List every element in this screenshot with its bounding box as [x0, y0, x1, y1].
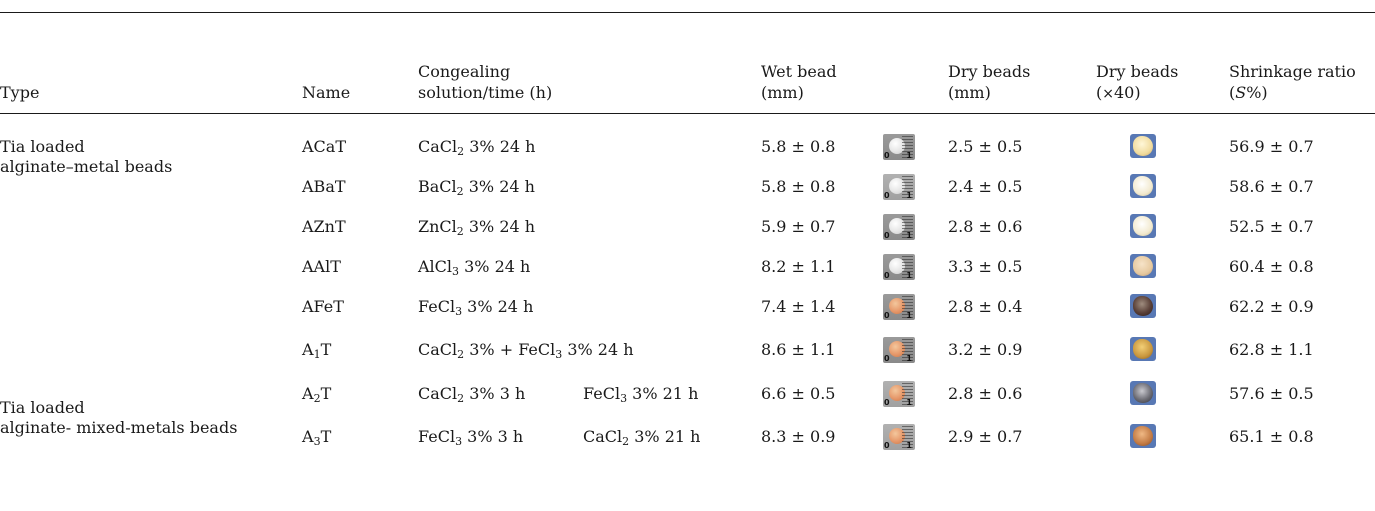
row-wet-bead: 5.8 ± 0.8	[761, 177, 836, 196]
header-dry40-line2: (×40)	[1096, 83, 1141, 102]
row-dry-beads: 2.8 ± 0.4	[948, 297, 1023, 316]
header-name: Name	[302, 83, 351, 102]
row-dry-beads: 3.3 ± 0.5	[948, 257, 1023, 276]
dry-bead-image	[1130, 337, 1156, 361]
row-dry-beads: 2.9 ± 0.7	[948, 427, 1023, 446]
dry-bead-image	[1130, 254, 1156, 278]
row-shrinkage: 52.5 ± 0.7	[1229, 217, 1314, 236]
row-shrinkage: 65.1 ± 0.8	[1229, 427, 1314, 446]
group-1-line2: alginate–metal beads	[0, 157, 173, 176]
dry-bead-image	[1130, 381, 1156, 405]
row-wet-bead: 7.4 ± 1.4	[761, 297, 836, 316]
row-wet-bead: 6.6 ± 0.5	[761, 384, 836, 403]
row-solution-step2: CaCl2 3% 21 h	[583, 427, 701, 448]
group-1-line1: Tia loaded	[0, 137, 85, 156]
row-solution: FeCl3 3% 24 h	[418, 297, 534, 318]
row-dry-beads: 2.5 ± 0.5	[948, 137, 1023, 156]
row-shrinkage: 56.9 ± 0.7	[1229, 137, 1314, 156]
row-wet-bead: 8.2 ± 1.1	[761, 257, 836, 276]
row-solution: AlCl3 3% 24 h	[418, 257, 531, 278]
row-solution: CaCl2 3% + FeCl3 3% 24 h	[418, 340, 634, 361]
row-solution-step2: FeCl3 3% 21 h	[583, 384, 699, 405]
row-dry-beads: 2.8 ± 0.6	[948, 217, 1023, 236]
row-name: AAlT	[302, 257, 341, 276]
row-shrinkage: 58.6 ± 0.7	[1229, 177, 1314, 196]
header-type: Type	[0, 83, 40, 102]
header-dry-line2: (mm)	[948, 83, 991, 102]
dry-bead-image	[1130, 134, 1156, 158]
dry-bead-image	[1130, 424, 1156, 448]
group-2-line2: alginate- mixed-metals beads	[0, 418, 238, 437]
row-wet-bead: 5.9 ± 0.7	[761, 217, 836, 236]
row-solution: CaCl2 3% 24 h	[418, 137, 536, 158]
row-solution: ZnCl2 3% 24 h	[418, 217, 536, 238]
row-shrinkage: 62.8 ± 1.1	[1229, 340, 1314, 359]
row-name: ACaT	[302, 137, 347, 156]
row-name: A2T	[302, 384, 332, 405]
header-dry-line1: Dry beads	[948, 62, 1031, 81]
header-shrinkage-line2: (S%)	[1229, 83, 1268, 102]
row-shrinkage: 57.6 ± 0.5	[1229, 384, 1314, 403]
header-wet-line2: (mm)	[761, 83, 804, 102]
row-name: A3T	[302, 427, 332, 448]
row-name: ABaT	[302, 177, 346, 196]
header-congealing-line1: Congealing	[418, 62, 511, 81]
row-solution-step1: FeCl3 3% 3 h	[418, 427, 524, 448]
header-shrinkage-line1: Shrinkage ratio	[1229, 62, 1356, 81]
header-wet-line1: Wet bead	[761, 62, 837, 81]
dry-bead-image	[1130, 174, 1156, 198]
dry-bead-image	[1130, 214, 1156, 238]
row-shrinkage: 62.2 ± 0.9	[1229, 297, 1314, 316]
row-name: A1T	[302, 340, 332, 361]
dry-bead-image	[1130, 294, 1156, 318]
row-solution-step1: CaCl2 3% 3 h	[418, 384, 526, 405]
row-name: AZnT	[302, 217, 346, 236]
header-dry40-line1: Dry beads	[1096, 62, 1179, 81]
row-dry-beads: 3.2 ± 0.9	[948, 340, 1023, 359]
row-shrinkage: 60.4 ± 0.8	[1229, 257, 1314, 276]
row-dry-beads: 2.4 ± 0.5	[948, 177, 1023, 196]
table-header-rule	[0, 113, 1375, 114]
group-2-line1: Tia loaded	[0, 398, 85, 417]
row-dry-beads: 2.8 ± 0.6	[948, 384, 1023, 403]
row-wet-bead: 5.8 ± 0.8	[761, 137, 836, 156]
header-congealing-line2: solution/time (h)	[418, 83, 553, 102]
row-wet-bead: 8.3 ± 0.9	[761, 427, 836, 446]
row-wet-bead: 8.6 ± 1.1	[761, 340, 836, 359]
row-solution: BaCl2 3% 24 h	[418, 177, 535, 198]
table-top-rule	[0, 12, 1375, 13]
row-name: AFeT	[302, 297, 344, 316]
